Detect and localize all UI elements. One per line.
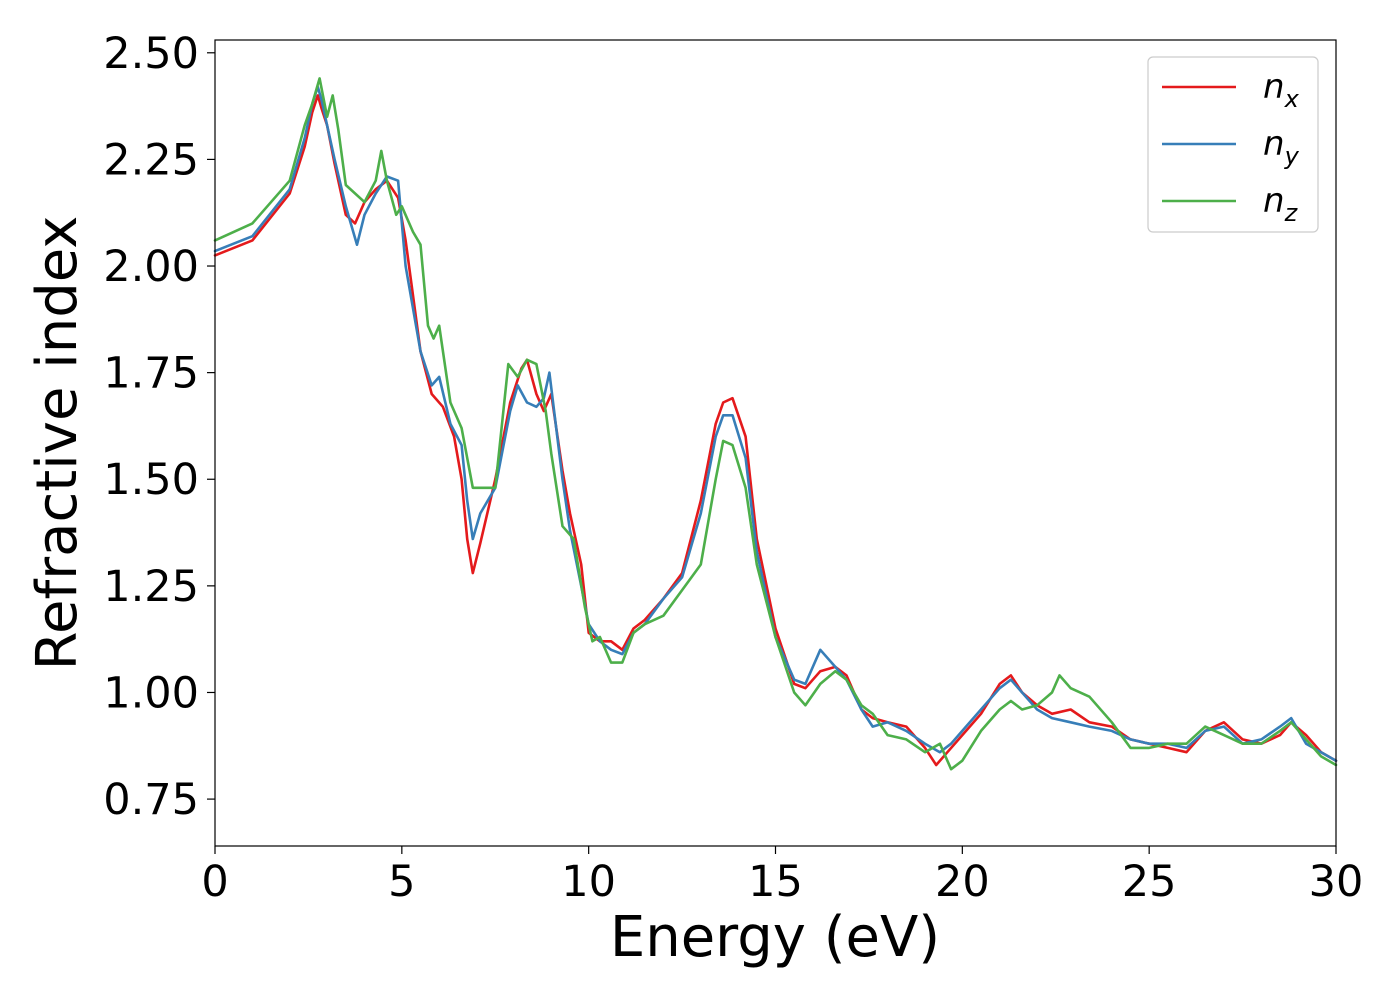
y-tick-label: 2.00 [103, 242, 199, 292]
x-tick-label: 15 [748, 857, 803, 907]
y-tick-label: 0.75 [103, 775, 199, 825]
series-line-x [213, 94, 1338, 767]
legend-label-x: nx [1263, 67, 1300, 113]
x-tick-label: 20 [935, 857, 990, 907]
y-tick-label: 1.50 [103, 455, 199, 505]
y-tick-label: 1.25 [103, 562, 199, 612]
y-axis-title: Refractive index [25, 216, 90, 671]
y-tick-label: 1.75 [103, 349, 199, 399]
y-axis-ticks: 0.75 1.00 1.25 1.50 1.75 2.00 2.25 2.50 [103, 29, 215, 825]
y-tick-label: 2.25 [103, 135, 199, 185]
y-tick-label: 1.00 [103, 668, 199, 718]
x-tick-label: 25 [1122, 857, 1177, 907]
x-axis-title: Energy (eV) [610, 905, 940, 970]
series-line-z [213, 77, 1338, 771]
x-tick-label: 10 [561, 857, 616, 907]
x-tick-label: 30 [1309, 857, 1364, 907]
x-tick-label: 5 [388, 857, 415, 907]
x-tick-label: 0 [201, 857, 228, 907]
series-line-y [213, 85, 1338, 762]
legend: nx ny nz [1147, 56, 1319, 233]
series-layer [213, 77, 1338, 771]
x-axis-ticks: 0 5 10 15 20 25 30 [201, 846, 1363, 907]
legend-label-y: ny [1263, 124, 1300, 170]
legend-label-z: nz [1263, 181, 1299, 227]
y-tick-label: 2.50 [103, 29, 199, 79]
